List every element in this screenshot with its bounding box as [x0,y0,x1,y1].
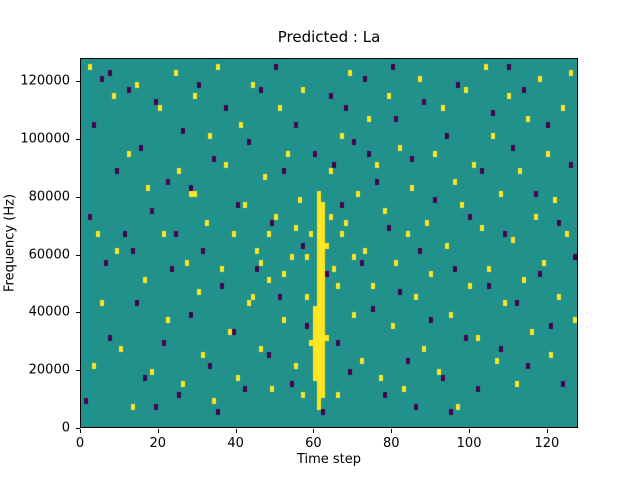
x-tick [313,429,315,433]
x-tick-label: 20 [149,436,167,451]
y-tick [76,428,80,429]
heatmap-canvas [81,59,577,427]
x-tick-label: 80 [382,436,400,451]
x-tick-label: 100 [456,436,482,451]
y-tick [76,81,80,83]
y-tick [76,138,80,140]
y-tick-label: 40000 [28,304,70,320]
y-tick-label: 60000 [28,247,70,263]
x-tick [546,429,548,433]
x-tick-label: 120 [534,436,560,451]
y-tick-label: 80000 [28,189,70,205]
y-tick [76,312,80,314]
x-axis-label: Time step [296,452,362,467]
x-tick [391,429,393,433]
x-tick-label: 0 [75,436,85,451]
x-tick-label: 60 [305,436,322,451]
y-tick-label: 120000 [20,73,70,89]
y-tick-label: 20000 [28,362,70,378]
x-axis-ticks: 0 20 40 60 80 100 120 [76,429,578,459]
y-tick [76,370,80,372]
x-tick [469,429,471,433]
y-axis-ticks: 0 20000 40000 60000 80000 100000 120000 [0,58,80,436]
y-tick-label: 0 [61,420,70,436]
y-tick [76,196,80,198]
plot-area [80,58,578,428]
y-tick-label: 100000 [20,131,70,147]
x-tick-label: 40 [227,436,244,451]
y-tick [76,254,80,256]
x-tick [157,429,159,433]
x-tick [80,429,81,433]
chart-title: Predicted : La [277,28,381,46]
x-tick [235,429,237,433]
